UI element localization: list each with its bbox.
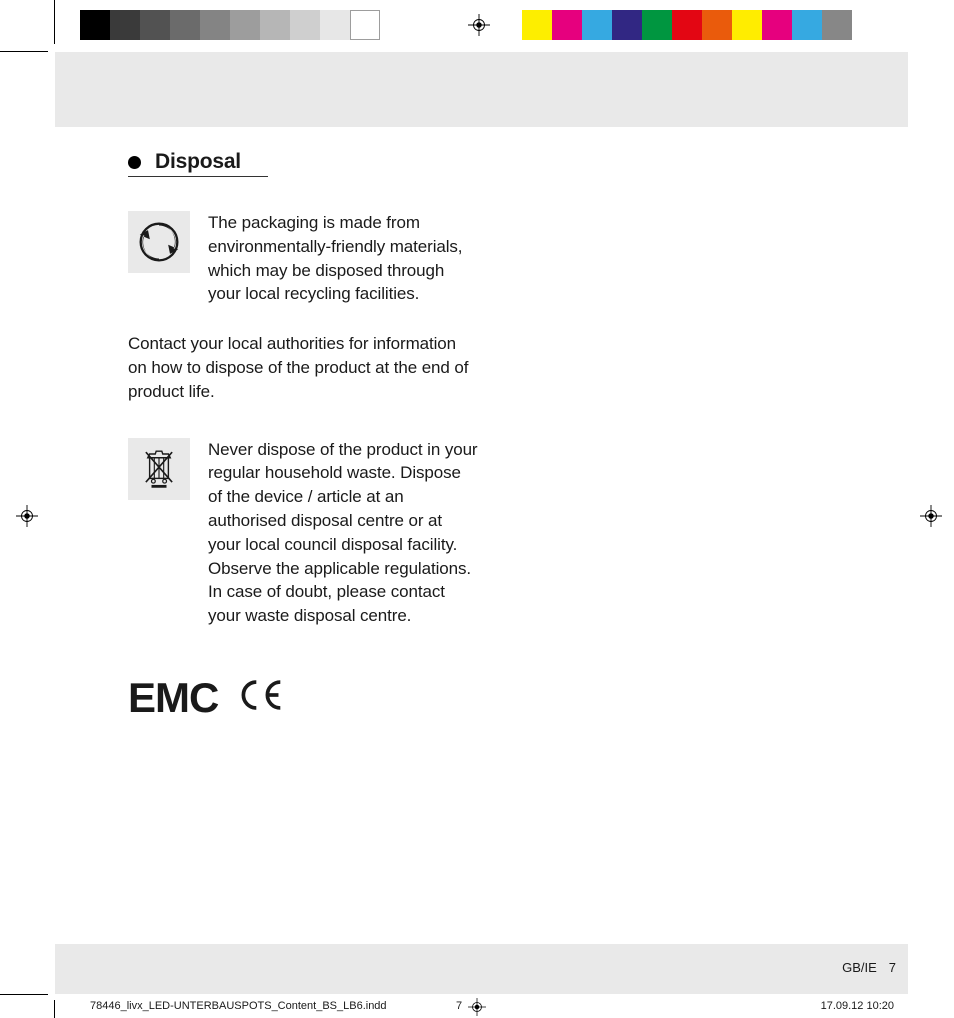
color-bar-greyscale: [80, 10, 380, 40]
swatch: [290, 10, 320, 40]
swatch: [140, 10, 170, 40]
para-weee: Never dispose of the product in your reg…: [208, 438, 478, 628]
color-bar-process: [522, 10, 852, 40]
registration-mark-icon: [468, 14, 490, 36]
bullet-icon: [128, 156, 141, 169]
swatch: [672, 10, 702, 40]
crop-mark: [0, 51, 48, 52]
swatch: [792, 10, 822, 40]
swatch: [110, 10, 140, 40]
swatch: [642, 10, 672, 40]
registration-mark-icon: [16, 505, 38, 527]
para-contact: Contact your local authorities for infor…: [128, 332, 478, 403]
swatch: [612, 10, 642, 40]
swatch: [522, 10, 552, 40]
swatch: [552, 10, 582, 40]
header-grey-panel: [55, 52, 908, 127]
swatch: [582, 10, 612, 40]
footer-page-number: 7: [889, 960, 896, 975]
heading-text: Disposal: [155, 150, 241, 174]
crop-mark: [0, 994, 48, 995]
registration-mark-icon: [920, 505, 942, 527]
swatch: [350, 10, 380, 40]
recycling-block: The packaging is made from environmental…: [128, 211, 478, 306]
weee-bin-icon: [128, 438, 190, 500]
para-recycling: The packaging is made from environmental…: [208, 211, 478, 306]
section-heading: Disposal: [128, 150, 268, 177]
registration-mark-icon: [468, 998, 486, 1016]
print-page: Disposal The packaging is made from envi…: [0, 0, 954, 1018]
ce-mark-icon: [236, 678, 284, 717]
slug-datetime: 17.09.12 10:20: [821, 1000, 894, 1012]
swatch: [200, 10, 230, 40]
slug-page: 7: [456, 1000, 462, 1012]
swatch: [170, 10, 200, 40]
swatch: [702, 10, 732, 40]
swatch: [732, 10, 762, 40]
swatch: [260, 10, 290, 40]
footer-grey-panel: [55, 944, 908, 994]
footer-region: GB/IE: [842, 960, 877, 975]
swatch: [230, 10, 260, 40]
footer-page-info: GB/IE 7: [842, 960, 896, 975]
swatch: [822, 10, 852, 40]
crop-mark: [54, 1000, 55, 1018]
swatch: [320, 10, 350, 40]
swatch: [80, 10, 110, 40]
content-column: Disposal The packaging is made from envi…: [128, 150, 478, 722]
emc-label: EMC: [128, 674, 218, 722]
weee-block: Never dispose of the product in your reg…: [128, 438, 478, 628]
swatch: [762, 10, 792, 40]
slug-filename: 78446_livx_LED-UNTERBAUSPOTS_Content_BS_…: [90, 1000, 387, 1012]
crop-mark: [54, 0, 55, 44]
recycling-icon: [128, 211, 190, 273]
compliance-row: EMC: [128, 674, 478, 722]
